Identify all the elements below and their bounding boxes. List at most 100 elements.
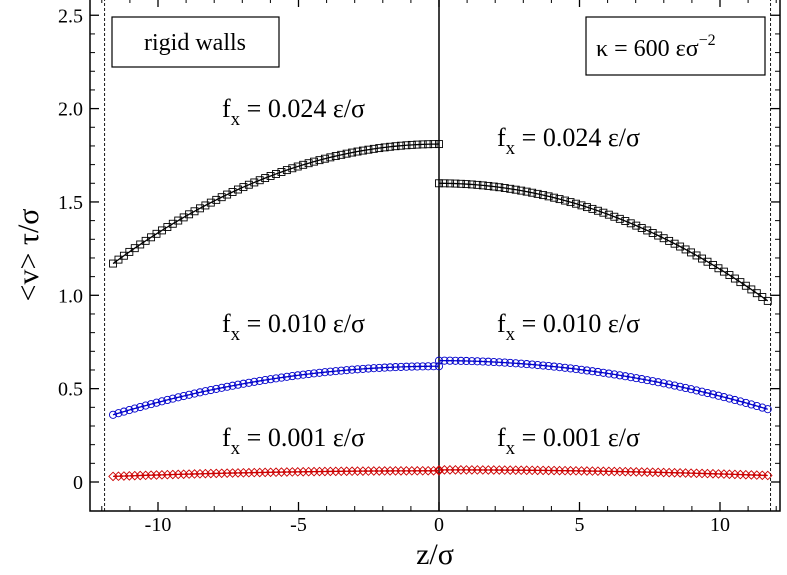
data-point — [730, 395, 739, 405]
data-point — [223, 190, 232, 199]
fit-curve-panel1-series2 — [438, 469, 768, 477]
data-point — [277, 168, 286, 176]
data-point — [337, 150, 346, 159]
data-point — [261, 174, 270, 183]
data-point — [467, 180, 476, 189]
data-point — [752, 401, 761, 411]
data-point — [348, 365, 357, 374]
data-point — [604, 369, 613, 378]
data-point — [315, 368, 324, 377]
data-point — [445, 356, 455, 365]
data-point — [539, 191, 548, 200]
data-point — [582, 203, 591, 212]
data-point — [643, 226, 652, 235]
data-point — [299, 160, 308, 169]
data-point — [572, 199, 580, 208]
data-point — [353, 147, 362, 156]
data-point — [288, 164, 297, 173]
data-point — [440, 356, 449, 365]
data-point — [315, 156, 324, 165]
data-point — [467, 357, 476, 366]
y-tick-label: 2.0 — [58, 99, 83, 121]
data-point — [582, 366, 591, 375]
data-point — [174, 393, 183, 402]
kappa-label: κ = 600 εσ−2 — [596, 32, 716, 62]
x-axis-ticks: -10 -5 0 5 10 — [101, 0, 777, 536]
data-point — [424, 140, 433, 149]
annotation-right-001: fx = 0.001 ε/σ — [497, 423, 640, 459]
data-point — [758, 403, 767, 412]
data-point — [206, 385, 215, 395]
data-point — [528, 360, 537, 369]
data-point — [577, 365, 586, 374]
y-tick-label: 1.0 — [58, 285, 83, 307]
data-point — [687, 385, 696, 394]
data-point — [304, 369, 313, 379]
data-point — [637, 224, 646, 232]
data-point — [632, 221, 641, 230]
data-point — [271, 374, 281, 383]
data-point — [478, 181, 487, 190]
data-point — [320, 368, 329, 377]
x-tick-label: -5 — [290, 514, 307, 536]
data-point — [261, 376, 270, 385]
data-point — [239, 379, 248, 388]
data-point — [676, 242, 685, 251]
data-point — [293, 371, 302, 380]
data-point — [358, 364, 367, 373]
data-point — [725, 394, 734, 403]
data-point — [293, 162, 302, 171]
y-tick-label: 2.5 — [58, 5, 83, 27]
data-point — [277, 373, 286, 382]
data-point — [375, 144, 384, 153]
data-point — [234, 185, 242, 194]
data-point — [299, 370, 308, 379]
data-point — [244, 180, 253, 189]
fit-curves — [112, 143, 769, 478]
data-point — [223, 382, 232, 391]
data-point — [566, 364, 575, 373]
data-point — [456, 179, 465, 188]
data-point — [272, 169, 280, 178]
data-point — [599, 368, 608, 377]
data-point — [626, 373, 635, 382]
data-point — [643, 376, 652, 385]
y-tick-label: 0.5 — [58, 379, 83, 401]
fit-curve-panel1-series0 — [438, 182, 769, 302]
data-point — [434, 356, 444, 365]
x-tick-label: 10 — [710, 514, 730, 536]
data-point — [676, 382, 685, 391]
fit-curve-panel1-series1 — [438, 359, 768, 410]
data-point — [358, 146, 367, 155]
data-point — [648, 229, 657, 237]
data-point — [533, 189, 542, 198]
data-point — [681, 245, 690, 254]
data-point — [511, 359, 520, 368]
data-point — [648, 377, 657, 386]
data-point — [522, 187, 531, 196]
data-point — [670, 239, 679, 248]
fit-curve-panel0-series0 — [112, 143, 440, 265]
data-point — [326, 153, 335, 162]
data-point — [418, 362, 427, 371]
rigid-walls-label: rigid walls — [144, 30, 246, 56]
y-axis-label: <v> τ/σ — [12, 209, 45, 302]
data-point — [309, 369, 319, 378]
data-point — [692, 386, 701, 395]
data-point — [320, 154, 329, 163]
data-point — [201, 387, 210, 396]
data-point — [244, 378, 253, 387]
data-point — [561, 196, 569, 205]
fit-curve-panel0-series1 — [112, 365, 439, 416]
y-axis-ticks: 0 0.5 1.0 1.5 2.0 2.5 — [58, 5, 780, 494]
data-point — [201, 201, 210, 210]
data-point — [544, 192, 553, 201]
data-point — [621, 372, 630, 381]
data-point — [762, 470, 773, 481]
x-tick-label: -10 — [145, 514, 172, 536]
data-point — [577, 201, 586, 210]
data-point — [456, 356, 465, 365]
data-point — [708, 390, 718, 399]
data-point — [255, 176, 264, 185]
data-point — [539, 361, 548, 370]
